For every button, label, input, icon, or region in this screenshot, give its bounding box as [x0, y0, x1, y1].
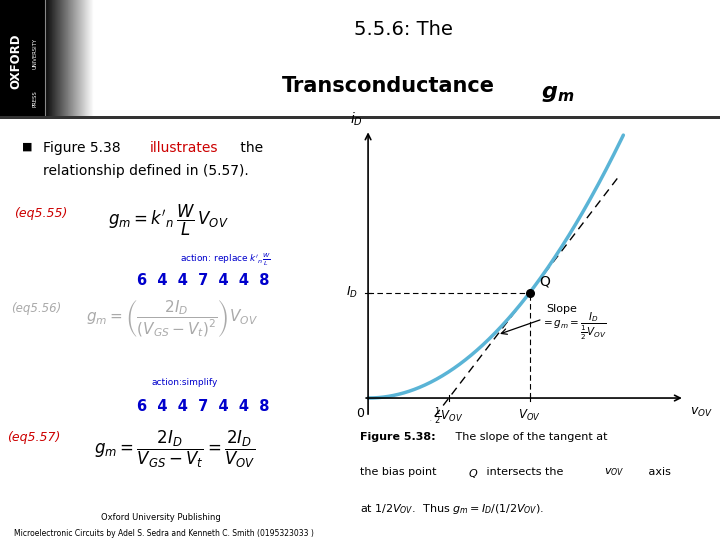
- Text: Figure 5.38: Figure 5.38: [43, 141, 125, 154]
- Text: (eq5.56): (eq5.56): [11, 302, 61, 315]
- Text: relationship defined in (5.57).: relationship defined in (5.57).: [43, 164, 249, 178]
- Text: 6  4  4  7  4  4  8: 6 4 4 7 4 4 8: [137, 273, 269, 287]
- Text: $I_D$: $I_D$: [346, 285, 359, 300]
- Text: Oxford University Publishing: Oxford University Publishing: [101, 512, 220, 522]
- Text: the bias point: the bias point: [360, 467, 440, 477]
- Text: illustrates: illustrates: [150, 141, 218, 154]
- Bar: [94, 0, 720, 119]
- Text: $\frac{1}{2}V_{OV}$: $\frac{1}{2}V_{OV}$: [434, 405, 464, 427]
- Text: action:simplify: action:simplify: [151, 378, 217, 387]
- Text: at $1/2V_{OV}$.  Thus $g_m = I_D/(1/2V_{OV})$.: at $1/2V_{OV}$. Thus $g_m = I_D/(1/2V_{O…: [360, 502, 544, 516]
- Text: UNIVERSITY: UNIVERSITY: [33, 38, 37, 69]
- Text: Microelectronic Circuits by Adel S. Sedra and Kenneth C. Smith (0195323033 ): Microelectronic Circuits by Adel S. Sedr…: [14, 529, 314, 538]
- Text: the: the: [236, 141, 263, 154]
- Text: (eq5.55): (eq5.55): [14, 207, 68, 220]
- Text: intersects the: intersects the: [483, 467, 567, 477]
- Text: $g_m = \left(\dfrac{2I_D}{(V_{GS}-V_t)^2}\right)V_{OV}$: $g_m = \left(\dfrac{2I_D}{(V_{GS}-V_t)^2…: [86, 298, 258, 339]
- Text: $v_{OV}$: $v_{OV}$: [690, 406, 712, 420]
- Text: $g_m = k'_n\,\dfrac{W}{L}\,V_{OV}$: $g_m = k'_n\,\dfrac{W}{L}\,V_{OV}$: [108, 203, 229, 238]
- Bar: [0, 0, 45, 119]
- Text: OXFORD: OXFORD: [9, 33, 22, 89]
- Text: $=g_m=\dfrac{I_D}{\frac{1}{2}V_{OV}}$: $=g_m=\dfrac{I_D}{\frac{1}{2}V_{OV}}$: [541, 310, 606, 342]
- Text: (eq5.57): (eq5.57): [7, 431, 60, 444]
- Text: Transconductance: Transconductance: [282, 76, 495, 96]
- Text: $\bfit{g}_m$: $\bfit{g}_m$: [541, 82, 575, 104]
- Text: $V_{OV}$: $V_{OV}$: [518, 408, 541, 423]
- Text: 5.5.6: The: 5.5.6: The: [354, 20, 453, 39]
- Text: axis: axis: [644, 467, 670, 477]
- Text: $i_D$: $i_D$: [351, 111, 363, 129]
- Bar: [0, 117, 720, 121]
- Text: $g_m = \dfrac{2I_D}{V_{GS}-V_t} = \dfrac{2I_D}{V_{OV}}$: $g_m = \dfrac{2I_D}{V_{GS}-V_t} = \dfrac…: [94, 428, 255, 470]
- Text: Figure 5.38:: Figure 5.38:: [360, 432, 436, 442]
- Text: $v_{OV}$: $v_{OV}$: [604, 467, 625, 478]
- Text: 6  4  4  7  4  4  8: 6 4 4 7 4 4 8: [137, 399, 269, 414]
- Text: The slope of the tangent at: The slope of the tangent at: [452, 432, 608, 442]
- Text: 0: 0: [356, 407, 364, 420]
- Text: Q: Q: [539, 274, 550, 288]
- Text: action: replace $k'_n\frac{W}{L}$: action: replace $k'_n\frac{W}{L}$: [180, 252, 271, 268]
- Text: $Q$: $Q$: [469, 467, 479, 480]
- Text: ■: ■: [22, 142, 32, 152]
- Text: PRESS: PRESS: [33, 90, 37, 107]
- Text: Slope: Slope: [546, 303, 577, 314]
